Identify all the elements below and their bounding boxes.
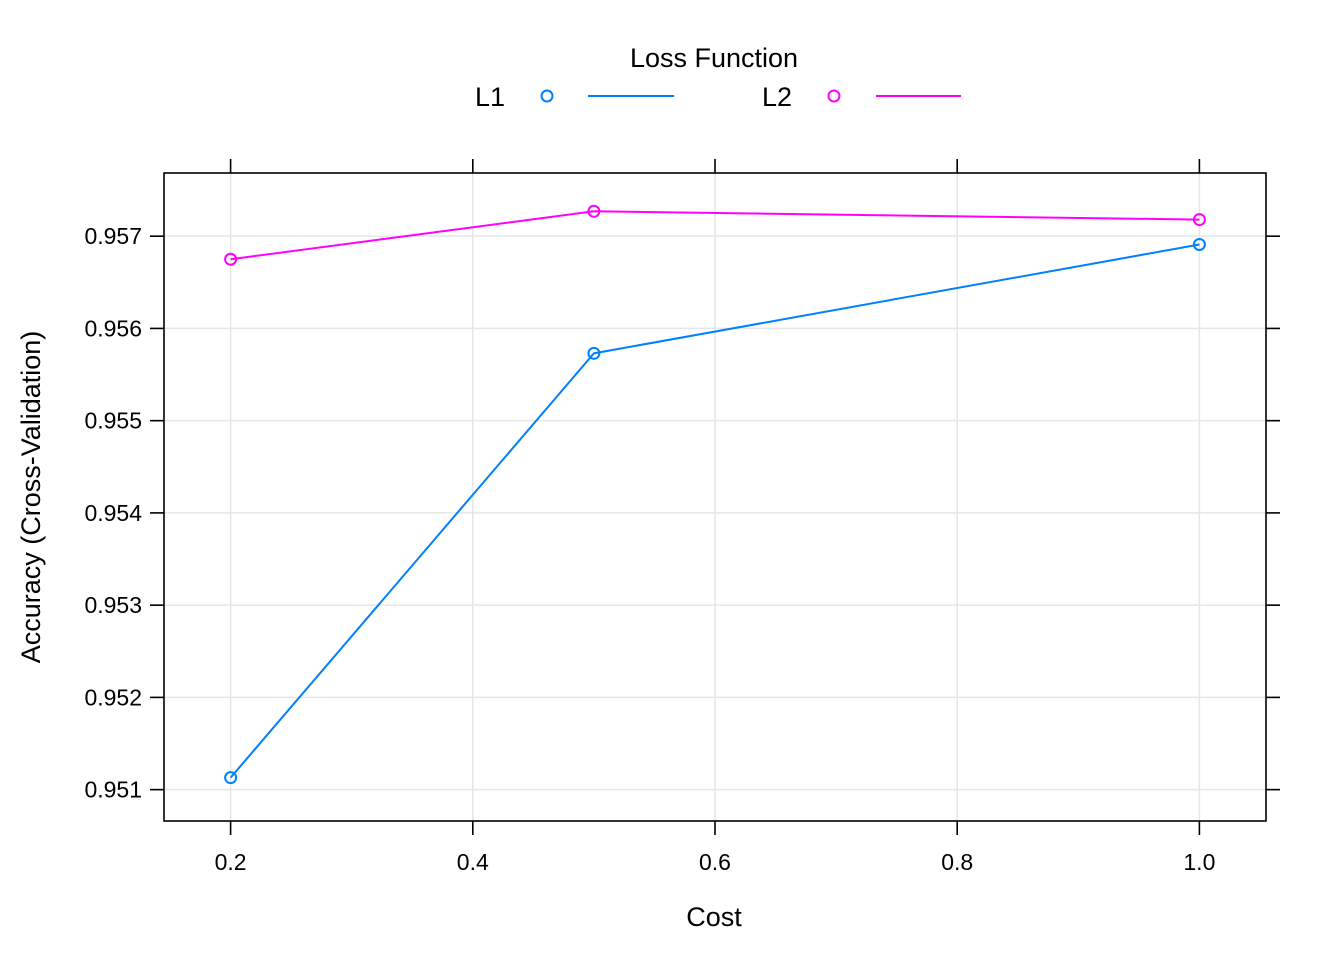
data-point-l1 bbox=[1192, 237, 1206, 251]
x-axis-title: Cost bbox=[686, 902, 742, 932]
y-tick-label: 0.953 bbox=[84, 592, 142, 618]
series-line-l2 bbox=[230, 210, 1200, 261]
y-tick-label: 0.956 bbox=[84, 315, 142, 341]
legend-item-l2: L2 bbox=[762, 82, 961, 112]
y-tick-label: 0.951 bbox=[84, 777, 142, 803]
legend-marker-l1 bbox=[540, 89, 554, 103]
x-tick-label: 1.0 bbox=[1183, 849, 1215, 875]
series-layer bbox=[224, 204, 1206, 785]
y-tick-label: 0.957 bbox=[84, 223, 142, 249]
x-tick-label: 0.6 bbox=[699, 849, 731, 875]
data-point-l2 bbox=[587, 204, 601, 218]
data-point-l2 bbox=[224, 252, 238, 266]
x-tick-label: 0.4 bbox=[457, 849, 489, 875]
y-tick-label: 0.954 bbox=[84, 500, 142, 526]
legend: Loss Function L1 L2 bbox=[475, 43, 961, 112]
tick-layer: 0.2 0.4 0.6 0.8 1.0 0.951 0.952 0.953 0.954 0.955… bbox=[84, 159, 1280, 875]
x-tick-label: 0.2 bbox=[215, 849, 247, 875]
data-point-l1 bbox=[587, 346, 601, 360]
y-tick-label: 0.952 bbox=[84, 684, 142, 710]
grid-layer bbox=[164, 173, 1266, 821]
data-point-l1 bbox=[224, 771, 238, 785]
series-line-l1 bbox=[229, 243, 1200, 779]
y-tick-label: 0.955 bbox=[84, 408, 142, 434]
legend-label-l1: L1 bbox=[475, 82, 505, 112]
legend-items: L1 L2 bbox=[475, 82, 961, 112]
legend-label-l2: L2 bbox=[762, 82, 792, 112]
legend-item-l1: L1 bbox=[475, 82, 674, 112]
x-tick-label: 0.8 bbox=[941, 849, 973, 875]
legend-title: Loss Function bbox=[630, 43, 798, 73]
data-point-l2 bbox=[1192, 213, 1206, 227]
legend-marker-l2 bbox=[827, 89, 841, 103]
y-axis-title: Accuracy (Cross-Validation) bbox=[16, 331, 46, 664]
